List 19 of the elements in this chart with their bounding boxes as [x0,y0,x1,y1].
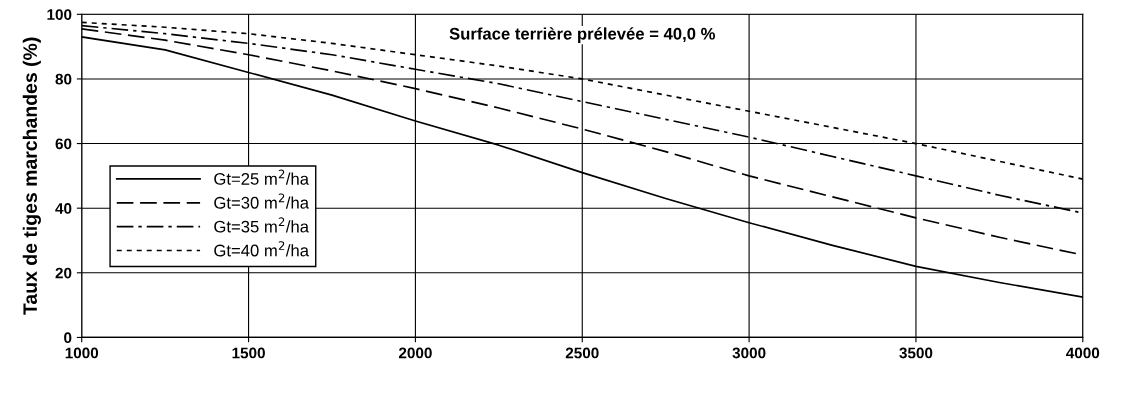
x-tick-label: 1000 [65,347,99,359]
legend-label: Gt=30 m$^{2}$/ha [214,193,309,209]
x-tick-label: 2500 [565,347,599,359]
x-tick-label: 3500 [899,347,933,359]
y-tick-label: 80 [55,73,72,85]
y-tick-label: 20 [55,267,72,279]
annotation: Surface terrière prélevée = 40,0 % [449,27,716,43]
y-tick-label: 0 [64,332,72,344]
y-axis-title: Taux de tiges marchandes (%) [22,37,41,315]
legend-label: Gt=40 m$^{2}$/ha [214,241,309,257]
x-tick-label: 3000 [732,347,766,359]
legend-label: Gt=35 m$^{2}$/ha [214,217,309,233]
legend-label: Gt=25 m$^{2}$/ha [214,169,309,185]
y-tick-label: 60 [55,138,72,150]
x-tick-label: 1500 [232,347,265,359]
x-tick-label: 2000 [398,347,432,359]
x-tick-label: 4000 [1066,347,1100,359]
y-tick-label: 40 [55,203,72,214]
y-tick-label: 100 [47,9,72,20]
